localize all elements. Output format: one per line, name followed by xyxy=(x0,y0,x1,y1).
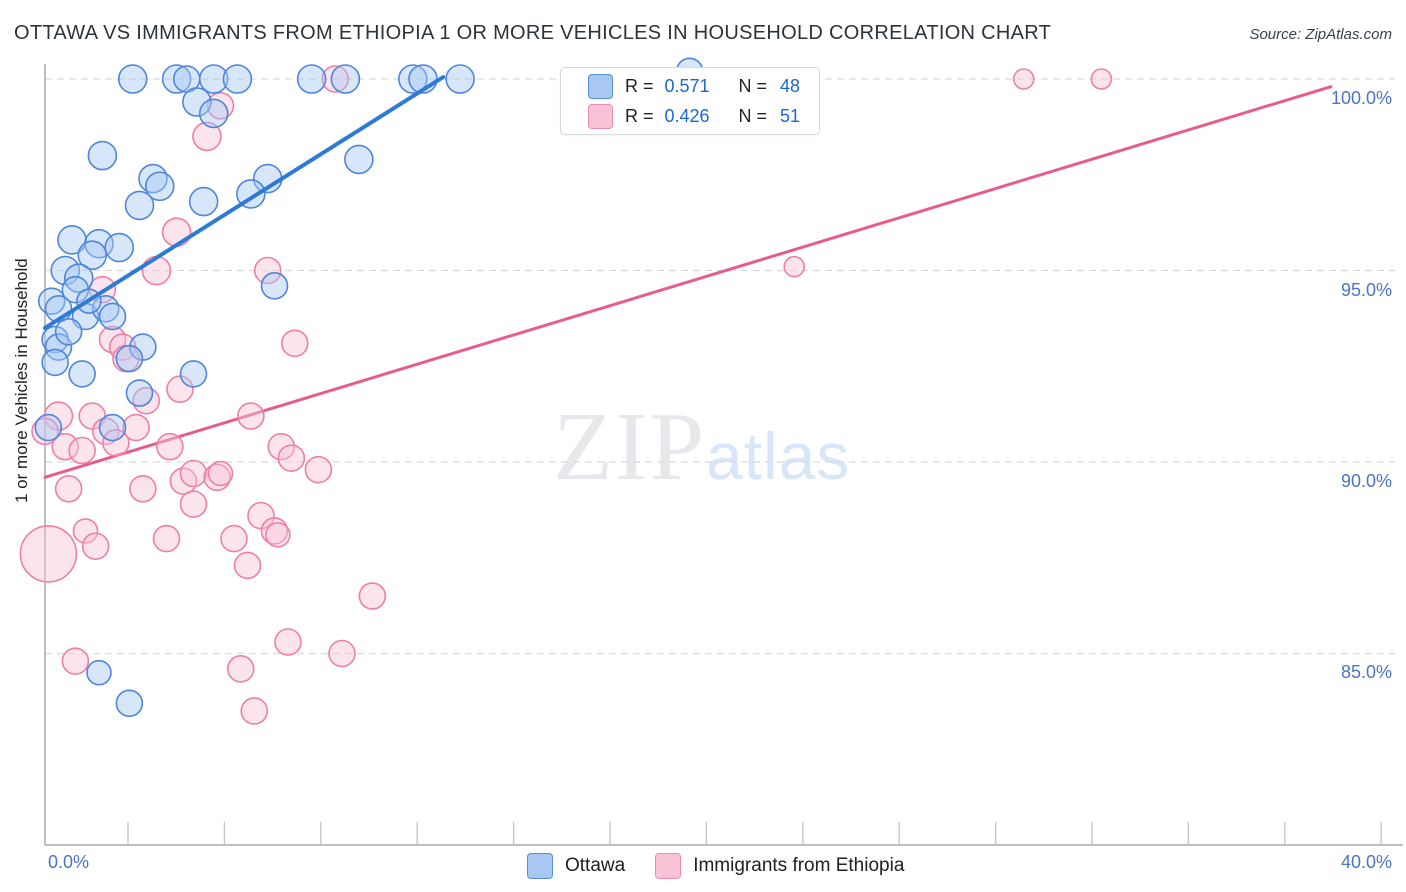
y-tick-85: 85.0% xyxy=(1340,662,1392,682)
ethiopia-swatch-icon xyxy=(655,853,682,879)
r-value-ethiopia: 0.426 xyxy=(664,105,710,126)
page-title: OTTAWA VS IMMIGRANTS FROM ETHIOPIA 1 OR … xyxy=(14,22,1052,44)
ottawa-legend-label: Ottawa xyxy=(565,855,626,876)
ethiopia-data-point xyxy=(129,475,157,503)
ottawa-data-point xyxy=(54,317,83,346)
ethiopia-data-point xyxy=(72,518,99,544)
ethiopia-trendline xyxy=(43,85,1333,479)
ethiopia-data-point xyxy=(240,697,269,725)
ottawa-data-point xyxy=(117,64,148,94)
ethiopia-data-point xyxy=(358,582,387,610)
y-tick-95: 95.0% xyxy=(1340,280,1392,300)
ottawa-swatch-icon xyxy=(527,853,553,879)
ottawa-data-point xyxy=(260,272,289,300)
ethiopia-data-point xyxy=(141,255,172,286)
ethiopia-data-point xyxy=(267,432,296,461)
ottawa-swatch-icon xyxy=(588,73,613,99)
ottawa-data-point xyxy=(86,659,112,686)
ottawa-data-point xyxy=(144,171,175,202)
ethiopia-data-point xyxy=(161,217,192,247)
ottawa-data-point xyxy=(87,140,118,171)
ethiopia-data-point xyxy=(207,460,234,487)
ethiopia-data-point xyxy=(51,432,80,461)
ethiopia-data-point xyxy=(233,551,262,580)
ottawa-data-point xyxy=(198,98,229,129)
ottawa-data-point xyxy=(330,64,361,94)
ethiopia-data-point xyxy=(304,455,333,484)
ottawa-data-point xyxy=(104,232,135,263)
ethiopia-swatch-icon xyxy=(588,103,613,129)
ottawa-data-point xyxy=(115,689,144,718)
x-tick-max: 40.0% xyxy=(1340,852,1392,872)
ethiopia-data-point xyxy=(203,463,231,492)
ethiopia-data-point xyxy=(1090,68,1113,90)
ottawa-data-point xyxy=(63,263,94,293)
ethiopia-data-point xyxy=(280,329,309,358)
series-legend: Ottawa Immigrants from Ethiopia xyxy=(527,853,922,879)
ottawa-data-point xyxy=(344,144,374,175)
ottawa-data-point xyxy=(98,413,127,442)
ethiopia-data-point xyxy=(237,402,265,430)
x-tick-min: 0.0% xyxy=(48,852,90,872)
ethiopia-data-point xyxy=(1012,68,1035,90)
ethiopia-data-point xyxy=(321,65,350,93)
ottawa-data-point xyxy=(68,360,96,388)
y-tick-90: 90.0% xyxy=(1340,471,1392,491)
ottawa-data-point xyxy=(445,64,475,94)
ottawa-data-point xyxy=(125,379,154,407)
ethiopia-data-point xyxy=(31,417,59,446)
ethiopia-data-point xyxy=(192,121,222,152)
ethiopia-data-point xyxy=(277,444,306,472)
ethiopia-data-point xyxy=(54,475,83,503)
ethiopia-data-point xyxy=(220,524,248,553)
ethiopia-data-point xyxy=(152,524,181,553)
ottawa-data-point xyxy=(398,64,428,94)
n-value-ethiopia: 51 xyxy=(780,105,801,126)
ottawa-data-point xyxy=(34,413,63,442)
ottawa-data-point xyxy=(115,344,144,373)
legend-row-ethiopia: R = 0.426 N = 51 xyxy=(588,103,819,129)
ethiopia-data-point xyxy=(265,521,291,548)
n-label: N = xyxy=(738,75,773,96)
y-tick-100: 100.0% xyxy=(1330,88,1392,108)
legend-row-ottawa: R = 0.571 N = 48 xyxy=(588,73,819,99)
ethiopia-data-point xyxy=(179,490,208,518)
r-value-ottawa: 0.571 xyxy=(664,75,710,96)
correlation-legend: R = 0.571 N = 48 R = 0.426 N = 51 xyxy=(560,67,820,135)
ethiopia-data-point xyxy=(122,413,150,442)
n-value-ottawa: 48 xyxy=(780,75,801,96)
ottawa-data-point xyxy=(77,240,108,270)
r-label: R = xyxy=(625,105,659,126)
ethiopia-data-point xyxy=(156,432,184,461)
ethiopia-data-point xyxy=(226,655,255,683)
ethiopia-data-point xyxy=(328,639,356,668)
source-link[interactable]: Source: ZipAtlas.com xyxy=(1249,26,1392,43)
ethiopia-data-point xyxy=(61,647,90,675)
ottawa-data-point xyxy=(98,302,127,331)
ottawa-trendline xyxy=(43,75,446,330)
ottawa-data-point xyxy=(182,87,212,117)
ottawa-data-point xyxy=(161,64,192,94)
r-label: R = xyxy=(625,75,659,96)
ethiopia-data-point xyxy=(274,628,302,656)
ethiopia-data-point xyxy=(179,459,208,488)
ottawa-data-point xyxy=(222,64,253,94)
ottawa-data-point xyxy=(179,360,208,388)
ethiopia-data-point xyxy=(253,256,282,285)
n-label: N = xyxy=(738,105,773,126)
ethiopia-data-point xyxy=(19,525,78,583)
ottawa-data-point xyxy=(296,64,327,94)
ethiopia-data-point xyxy=(260,517,289,545)
ethiopia-data-point xyxy=(68,436,96,465)
ottawa-data-point xyxy=(41,348,69,377)
ethiopia-data-point xyxy=(783,255,806,278)
ethiopia-legend-label: Immigrants from Ethiopia xyxy=(693,855,905,876)
ottawa-data-point xyxy=(124,190,155,221)
ethiopia-data-point xyxy=(81,532,110,561)
ottawa-data-point xyxy=(188,186,219,217)
ottawa-data-point xyxy=(198,64,229,94)
